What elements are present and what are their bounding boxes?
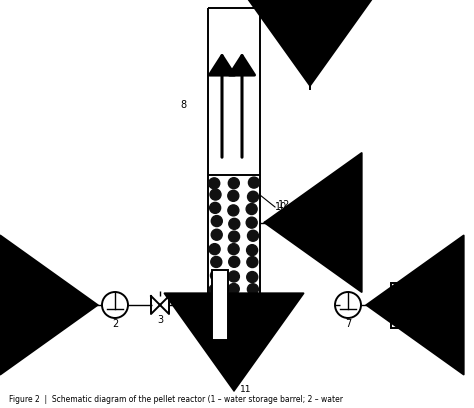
Circle shape xyxy=(247,284,258,295)
Circle shape xyxy=(247,191,258,202)
Circle shape xyxy=(228,205,239,216)
Circle shape xyxy=(228,271,239,282)
Circle shape xyxy=(228,191,239,201)
Circle shape xyxy=(209,244,220,255)
Text: 11: 11 xyxy=(240,386,252,395)
Circle shape xyxy=(247,230,258,241)
Bar xyxy=(212,270,228,340)
Circle shape xyxy=(210,202,220,213)
Circle shape xyxy=(210,270,221,281)
Circle shape xyxy=(229,218,240,229)
Circle shape xyxy=(246,245,257,256)
Circle shape xyxy=(228,244,239,255)
Text: 4: 4 xyxy=(187,313,193,323)
Circle shape xyxy=(210,189,221,200)
Circle shape xyxy=(246,204,257,215)
Circle shape xyxy=(228,177,239,188)
Circle shape xyxy=(209,178,220,189)
Bar xyxy=(14,282,62,328)
Circle shape xyxy=(247,257,258,268)
Bar xyxy=(391,282,439,328)
Text: 12: 12 xyxy=(278,200,291,210)
Text: 8: 8 xyxy=(180,100,186,110)
Circle shape xyxy=(228,284,239,295)
Circle shape xyxy=(228,231,239,242)
Text: 10: 10 xyxy=(275,202,287,213)
Circle shape xyxy=(211,229,222,240)
Circle shape xyxy=(248,177,259,188)
Text: 1: 1 xyxy=(35,330,41,339)
Text: 3: 3 xyxy=(157,315,163,325)
Circle shape xyxy=(211,257,222,267)
Text: 2: 2 xyxy=(112,319,118,329)
Text: 6: 6 xyxy=(412,330,418,339)
Circle shape xyxy=(210,295,221,306)
Circle shape xyxy=(211,215,222,226)
Circle shape xyxy=(246,217,257,228)
Text: 5: 5 xyxy=(200,300,206,310)
Text: Figure 2  |  Schematic diagram of the pellet reactor (1 – water storage barrel; : Figure 2 | Schematic diagram of the pell… xyxy=(9,395,344,404)
Circle shape xyxy=(209,284,220,295)
Text: 9: 9 xyxy=(315,48,321,57)
Text: 7: 7 xyxy=(345,319,351,329)
Circle shape xyxy=(227,297,238,308)
Circle shape xyxy=(229,256,240,267)
Circle shape xyxy=(247,297,258,308)
Circle shape xyxy=(247,272,258,283)
